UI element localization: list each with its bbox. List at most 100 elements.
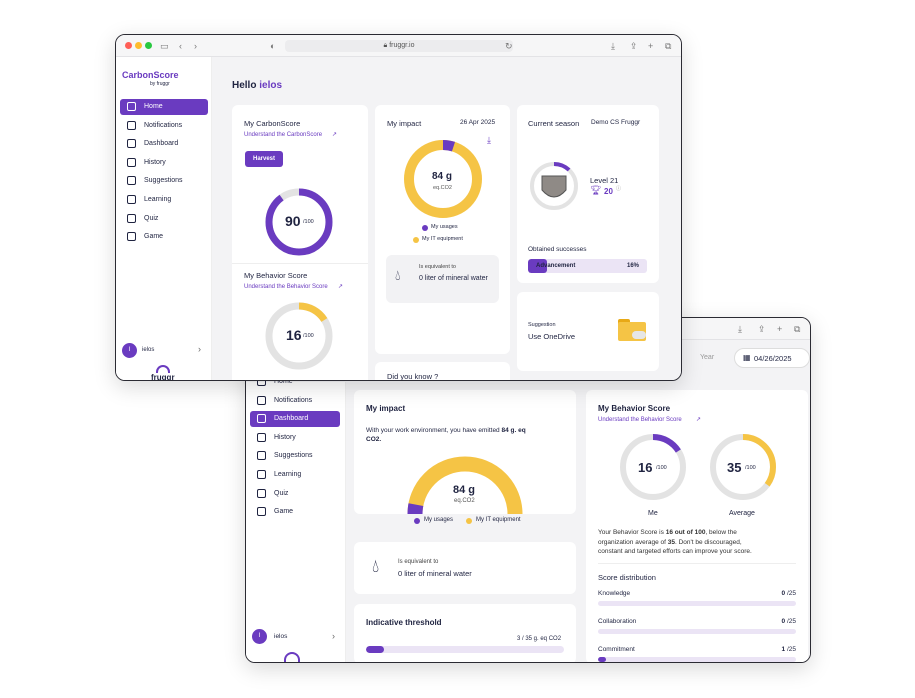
history-icon: [257, 432, 266, 442]
trophy-count: 20: [604, 187, 613, 196]
behavior-link[interactable]: Understand the Behavior Score: [598, 417, 682, 423]
external-link-icon[interactable]: ↗: [332, 132, 338, 138]
tabs-icon[interactable]: ⧉: [665, 41, 672, 51]
threshold-value: 3 / 35 g. eq CO2: [517, 636, 562, 642]
sidebar-item-quiz[interactable]: Quiz: [120, 211, 208, 227]
distribution-bar: [598, 629, 796, 634]
legend-dot-usages: [422, 225, 428, 231]
season-title: Current season: [528, 119, 580, 128]
url-text: fruggr.io: [389, 42, 415, 49]
impact-gauge: [407, 456, 523, 514]
impact-title: My impact: [387, 119, 422, 128]
sidebar-item-home[interactable]: Home: [120, 99, 208, 115]
me-arc: [620, 434, 686, 500]
carbonscore-arc: [265, 188, 333, 256]
home-window: ▭ ‹ › ◐ 🔒︎ fruggr.io ↻ ⤓ ⇪ + ⧉ CarbonSco…: [115, 34, 682, 381]
external-link-icon[interactable]: ↗: [696, 417, 702, 423]
did-you-know-title: Did you know ?: [387, 372, 439, 381]
lock-icon: 🔒︎: [383, 42, 388, 49]
sidebar-toggle-icon[interactable]: ▭: [160, 41, 169, 51]
sidebar-item-history[interactable]: History: [120, 155, 208, 171]
behavior-description: Your Behavior Score is 16 out of 100, be…: [598, 529, 752, 555]
quiz-icon: [127, 213, 136, 223]
close-window-icon[interactable]: [125, 42, 132, 49]
suggestion-text: Use OneDrive: [528, 332, 576, 341]
distribution-bar-fill: [598, 657, 606, 662]
sidebar: CarbonScore by fruggr Home Notifications D…: [116, 57, 212, 381]
sidebar-item-label: Home: [274, 378, 293, 385]
behavior-link[interactable]: Understand the Behavior Score: [244, 284, 328, 290]
sidebar-item-label: Game: [274, 508, 294, 516]
equivalence-label: Is equivalent to: [398, 559, 439, 565]
user-menu[interactable]: I ielos ›: [122, 342, 208, 360]
fruggr-logo-icon: [284, 652, 300, 662]
average-arc: [710, 434, 776, 500]
water-drop-icon: 💧︎: [395, 267, 401, 283]
tabs-icon[interactable]: ⧉: [794, 324, 801, 334]
sidebar-item-game[interactable]: Game: [120, 229, 208, 245]
period-tab-year[interactable]: Year: [700, 354, 715, 361]
book-icon: [127, 176, 136, 186]
sidebar-item-history[interactable]: History: [250, 430, 340, 446]
sidebar-item-learning[interactable]: Learning: [120, 192, 208, 208]
date-picker[interactable]: ▦ 04/26/2025: [734, 348, 810, 368]
carbonscore-link[interactable]: Understand the CarbonScore: [244, 132, 323, 138]
impact-card: My impact 26 Apr 2025 ⤓ 84 g eq.CO2 My u…: [375, 105, 510, 354]
sidebar-item-suggestions[interactable]: Suggestions: [120, 173, 208, 189]
sidebar: Home Notifications Dashboard History Suggest…: [246, 377, 346, 662]
sidebar-item-label: Home: [144, 103, 163, 110]
sidebar-item-label: History: [274, 433, 296, 441]
maximize-window-icon[interactable]: [145, 42, 152, 49]
share-icon[interactable]: ⇪: [630, 41, 638, 51]
sidebar-item-notifications[interactable]: Notifications: [120, 118, 208, 134]
new-tab-icon[interactable]: +: [648, 41, 654, 51]
level-arc: [530, 162, 578, 210]
reload-icon[interactable]: ↻: [505, 41, 513, 51]
sidebar-item-game[interactable]: Game: [250, 504, 340, 520]
brand-logo[interactable]: CarbonScore: [122, 70, 179, 80]
me-max: /100: [656, 465, 667, 471]
trophy-icon: 🏆︎: [590, 185, 602, 195]
share-icon[interactable]: ⇪: [758, 324, 766, 334]
new-tab-icon[interactable]: +: [777, 324, 783, 334]
distribution-row: Commitment 1 /25: [598, 646, 796, 662]
forward-icon[interactable]: ›: [194, 41, 197, 51]
it-equipment-arc: [407, 456, 523, 514]
sidebar-item-notifications[interactable]: Notifications: [250, 393, 340, 409]
sidebar-item-label: Game: [144, 233, 164, 241]
usages-arc: [404, 140, 482, 218]
sidebar-item-label: Learning: [274, 471, 302, 478]
harvest-badge: Harvest: [245, 151, 283, 167]
quiz-icon: [257, 488, 266, 498]
sidebar-item-learning[interactable]: Learning: [250, 467, 340, 483]
footer-logo: fruggr: [151, 373, 175, 381]
distribution-label: Collaboration: [598, 618, 637, 625]
back-icon[interactable]: ‹: [179, 41, 182, 51]
legend-equipment: My IT equipment: [476, 517, 521, 523]
address-bar[interactable]: 🔒︎ fruggr.io: [285, 40, 513, 52]
download-icon[interactable]: ⤓: [487, 135, 491, 145]
level-ring: [530, 162, 578, 210]
sidebar-item-label: Suggestions: [144, 177, 183, 185]
user-menu[interactable]: I ielos ›: [252, 628, 342, 646]
minimize-window-icon[interactable]: [135, 42, 142, 49]
sidebar-item-dashboard[interactable]: Dashboard: [120, 136, 208, 152]
advancement-bar: Advancement 16%: [528, 259, 647, 273]
download-icon[interactable]: ⤓: [738, 324, 742, 334]
distribution-row: Knowledge 0 /25: [598, 590, 796, 612]
suggestion-card[interactable]: Suggestion Use OneDrive: [517, 292, 659, 371]
main-content: My impact With your work environment, yo…: [346, 382, 810, 662]
download-icon[interactable]: ⤓: [611, 41, 615, 51]
impact-legend: My usages My IT equipment: [354, 516, 576, 528]
sidebar-item-dashboard[interactable]: Dashboard: [250, 411, 340, 428]
info-icon[interactable]: ⓘ: [616, 186, 622, 192]
sidebar-item-suggestions[interactable]: Suggestions: [250, 448, 340, 464]
sidebar-item-label: Dashboard: [144, 140, 179, 148]
privacy-shield-icon: ◐: [270, 41, 276, 51]
sidebar-item-quiz[interactable]: Quiz: [250, 486, 340, 502]
me-score: 16: [638, 460, 653, 475]
legend-usages: My usages: [424, 517, 454, 523]
distribution-label: Knowledge: [598, 590, 631, 597]
suggestion-label: Suggestion: [528, 322, 556, 328]
external-link-icon[interactable]: ↗: [338, 284, 344, 290]
